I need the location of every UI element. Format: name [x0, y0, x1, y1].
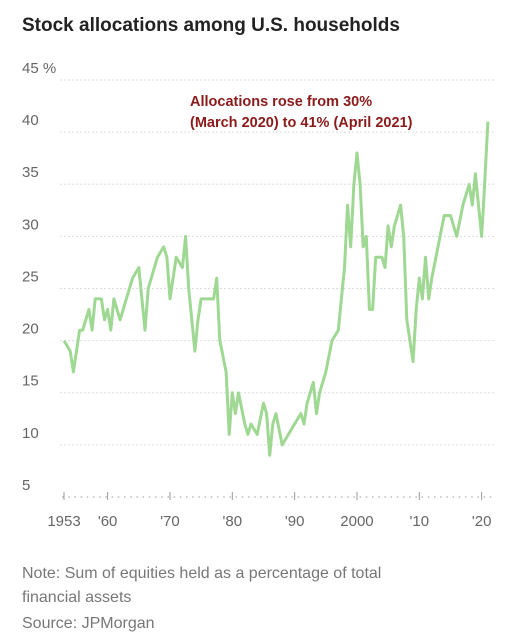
source: Source: JPMorgan: [22, 615, 155, 632]
x-tick-label: '20: [472, 513, 492, 530]
x-tick-label: '80: [223, 513, 243, 530]
x-tick-label: 1953: [47, 513, 80, 530]
y-tick-label: 45 %: [22, 60, 56, 77]
note: financial assets: [22, 589, 131, 606]
y-tick-label: 35: [22, 164, 39, 181]
x-tick-label: '90: [285, 513, 305, 530]
chart-title: Stock allocations among U.S. households: [22, 15, 400, 36]
annotation: (March 2020) to 41% (April 2021): [190, 115, 413, 131]
note: Note: Sum of equities held as a percenta…: [22, 565, 381, 582]
annotation: Allocations rose from 30%: [190, 94, 372, 110]
x-tick-label: '70: [160, 513, 180, 530]
x-tick-label: 2000: [340, 513, 373, 530]
y-tick-label: 40: [22, 112, 39, 129]
data-line: [62, 121, 490, 457]
y-tick-label: 10: [22, 425, 39, 442]
x-tick-label: '10: [410, 513, 430, 530]
y-tick-label: 5: [22, 477, 30, 494]
x-tick-label: '60: [98, 513, 118, 530]
y-tick-label: 30: [22, 216, 39, 233]
y-tick-label: 15: [22, 373, 39, 390]
y-tick-label: 25: [22, 268, 39, 285]
y-tick-label: 20: [22, 321, 39, 338]
